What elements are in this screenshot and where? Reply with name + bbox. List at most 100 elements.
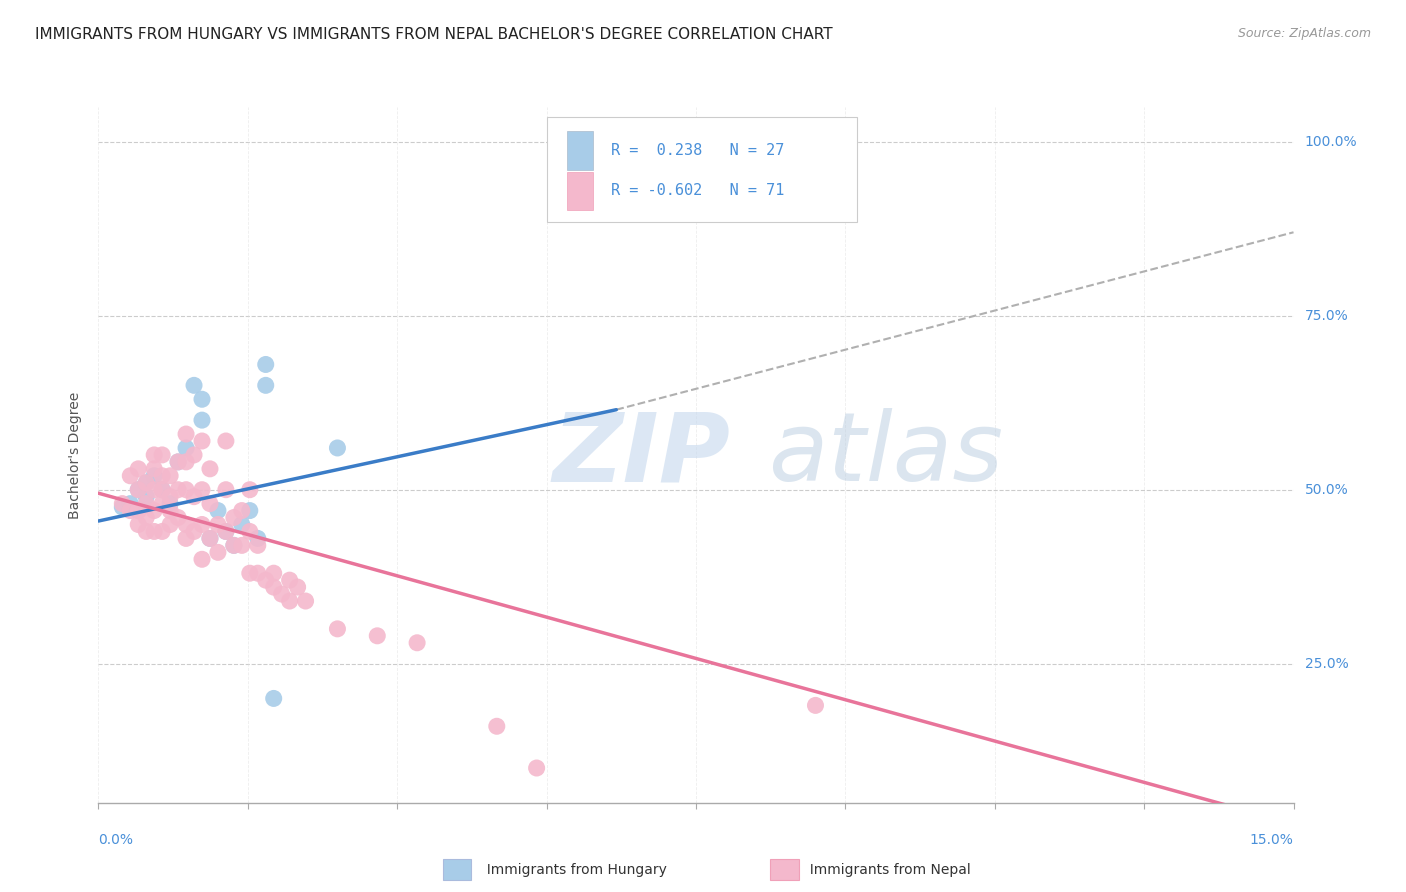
Point bbox=[127, 483, 149, 497]
Point bbox=[222, 538, 245, 552]
Point bbox=[120, 503, 142, 517]
Point bbox=[167, 455, 190, 469]
Text: R =  0.238   N = 27: R = 0.238 N = 27 bbox=[612, 143, 785, 158]
Text: R = -0.602   N = 71: R = -0.602 N = 71 bbox=[612, 183, 785, 198]
Point bbox=[198, 462, 221, 476]
Point bbox=[239, 524, 262, 539]
Text: 25.0%: 25.0% bbox=[1305, 657, 1348, 671]
Point bbox=[246, 532, 269, 546]
Text: 15.0%: 15.0% bbox=[1250, 833, 1294, 847]
Point bbox=[278, 573, 301, 587]
Point bbox=[254, 378, 277, 392]
Point bbox=[150, 483, 173, 497]
Point bbox=[127, 503, 149, 517]
Point bbox=[143, 468, 166, 483]
Point bbox=[150, 448, 173, 462]
Point bbox=[143, 503, 166, 517]
Point bbox=[231, 517, 253, 532]
Point bbox=[239, 483, 262, 497]
Text: Immigrants from Hungary: Immigrants from Hungary bbox=[478, 863, 666, 877]
Point bbox=[183, 448, 205, 462]
Text: Immigrants from Nepal: Immigrants from Nepal bbox=[801, 863, 972, 877]
Text: 0.0%: 0.0% bbox=[98, 833, 134, 847]
Text: Source: ZipAtlas.com: Source: ZipAtlas.com bbox=[1237, 27, 1371, 40]
Point bbox=[246, 566, 269, 581]
Text: IMMIGRANTS FROM HUNGARY VS IMMIGRANTS FROM NEPAL BACHELOR'S DEGREE CORRELATION C: IMMIGRANTS FROM HUNGARY VS IMMIGRANTS FR… bbox=[35, 27, 832, 42]
Point bbox=[159, 468, 181, 483]
Point bbox=[135, 524, 157, 539]
Point bbox=[326, 441, 349, 455]
Y-axis label: Bachelor's Degree: Bachelor's Degree bbox=[69, 392, 83, 518]
Point bbox=[263, 691, 285, 706]
Point bbox=[239, 566, 262, 581]
Text: 100.0%: 100.0% bbox=[1305, 135, 1357, 149]
Point bbox=[485, 719, 508, 733]
Point bbox=[143, 462, 166, 476]
Point bbox=[159, 503, 181, 517]
Point bbox=[254, 573, 277, 587]
Point bbox=[159, 517, 181, 532]
Point bbox=[198, 532, 221, 546]
Point bbox=[366, 629, 388, 643]
Point bbox=[222, 510, 245, 524]
Point bbox=[215, 524, 238, 539]
Point bbox=[406, 636, 429, 650]
Point bbox=[120, 468, 142, 483]
Point bbox=[278, 594, 301, 608]
Point bbox=[127, 517, 149, 532]
Text: atlas: atlas bbox=[768, 409, 1002, 501]
Point bbox=[111, 497, 134, 511]
Point bbox=[135, 475, 157, 490]
Point bbox=[565, 169, 588, 184]
Point bbox=[215, 524, 238, 539]
Point bbox=[263, 566, 285, 581]
Point bbox=[120, 497, 142, 511]
Point bbox=[191, 434, 214, 448]
Point bbox=[191, 392, 214, 407]
Point bbox=[159, 497, 181, 511]
Point bbox=[127, 483, 149, 497]
Point bbox=[207, 503, 229, 517]
Point bbox=[135, 490, 157, 504]
Point bbox=[174, 441, 197, 455]
Point bbox=[174, 532, 197, 546]
Point bbox=[215, 483, 238, 497]
Point bbox=[174, 455, 197, 469]
Point bbox=[198, 497, 221, 511]
Point bbox=[191, 483, 214, 497]
Point bbox=[183, 490, 205, 504]
Point bbox=[127, 462, 149, 476]
Point bbox=[191, 413, 214, 427]
Point bbox=[127, 503, 149, 517]
Point bbox=[167, 483, 190, 497]
Text: ZIP: ZIP bbox=[553, 409, 731, 501]
Point bbox=[231, 538, 253, 552]
Point bbox=[191, 552, 214, 566]
Point bbox=[263, 580, 285, 594]
Point bbox=[565, 162, 588, 177]
Point bbox=[143, 524, 166, 539]
Point bbox=[174, 427, 197, 442]
Point bbox=[150, 483, 173, 497]
FancyBboxPatch shape bbox=[567, 172, 593, 210]
Point bbox=[207, 545, 229, 559]
Text: 50.0%: 50.0% bbox=[1305, 483, 1348, 497]
Point bbox=[150, 468, 173, 483]
Point bbox=[135, 510, 157, 524]
Point bbox=[150, 524, 173, 539]
Point bbox=[174, 483, 197, 497]
Point bbox=[222, 538, 245, 552]
Point bbox=[183, 378, 205, 392]
Point bbox=[254, 358, 277, 372]
Point bbox=[111, 500, 134, 514]
Point bbox=[167, 455, 190, 469]
Point bbox=[174, 517, 197, 532]
Point bbox=[167, 510, 190, 524]
Point bbox=[270, 587, 292, 601]
Point bbox=[326, 622, 349, 636]
Text: 75.0%: 75.0% bbox=[1305, 309, 1348, 323]
Point bbox=[526, 761, 548, 775]
Point bbox=[143, 448, 166, 462]
Point bbox=[215, 434, 238, 448]
Point bbox=[804, 698, 827, 713]
